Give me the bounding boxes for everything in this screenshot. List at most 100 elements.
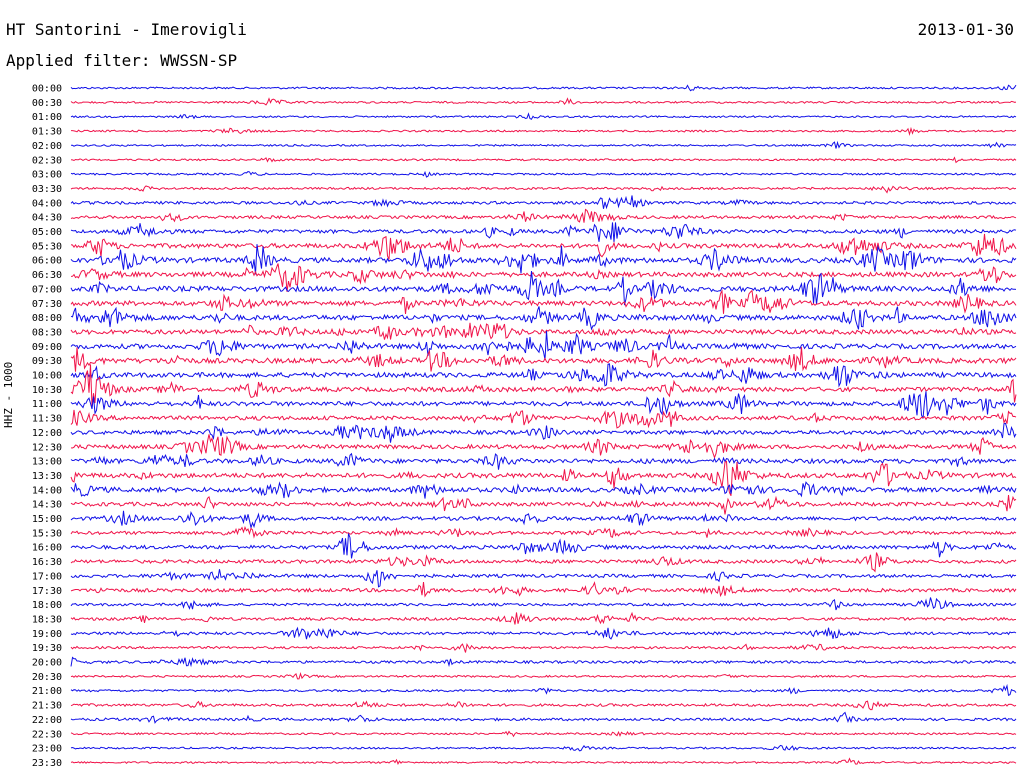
trace-line: [70, 330, 1017, 360]
trace-line: [70, 581, 1017, 598]
time-tick-label: 11:30: [32, 414, 62, 425]
trace-line: [70, 363, 1017, 388]
trace-line: [70, 597, 1017, 611]
trace-line: [70, 643, 1017, 653]
time-tick-label: 23:00: [32, 744, 62, 755]
time-tick-label: 20:00: [32, 658, 62, 669]
time-tick-label: 04:00: [32, 198, 62, 209]
time-tick-label: 11:00: [32, 399, 62, 410]
time-tick-label: 07:00: [32, 284, 62, 295]
date-label: 2013-01-30: [917, 20, 1014, 39]
time-tick-label: 03:30: [32, 184, 62, 195]
trace-line: [71, 126, 1017, 136]
trace-line: [70, 744, 1017, 752]
trace-line: [70, 569, 1017, 588]
time-tick-label: 06:00: [32, 256, 62, 267]
time-tick-label: 21:00: [32, 686, 62, 697]
trace-line: [70, 711, 1017, 724]
time-tick-label: 09:00: [32, 342, 62, 353]
time-tick-label: 16:30: [32, 557, 62, 568]
trace-line: [70, 322, 1017, 340]
time-tick-label: 01:00: [32, 112, 62, 123]
trace-line: [70, 289, 1017, 315]
time-tick-label: 15:00: [32, 514, 62, 525]
trace-line: [70, 347, 1017, 372]
time-tick-label: 20:30: [32, 672, 62, 683]
time-tick-label: 13:00: [32, 457, 62, 468]
time-tick-label: 00:30: [32, 98, 62, 109]
trace-line: [70, 526, 1017, 539]
trace-line: [70, 656, 1017, 668]
trace-line: [70, 409, 1017, 429]
trace-line: [70, 481, 1017, 499]
time-tick-label: 17:00: [32, 571, 62, 582]
trace-line: [70, 683, 1017, 697]
time-tick-label: 01:30: [32, 127, 62, 138]
time-tick-label: 12:00: [32, 428, 62, 439]
time-tick-label: 00:00: [32, 84, 62, 95]
time-tick-label: 14:30: [32, 500, 62, 511]
time-tick-label: 05:00: [32, 227, 62, 238]
trace-line: [70, 434, 1017, 459]
trace-line: [70, 626, 1017, 640]
trace-line: [70, 270, 1017, 306]
time-tick-label: 14:00: [32, 485, 62, 496]
time-tick-label: 04:30: [32, 213, 62, 224]
trace-line: [70, 170, 1017, 178]
trace-line: [70, 97, 1017, 106]
trace-line: [70, 533, 1017, 559]
trace-line: [70, 422, 1017, 443]
trace-line: [70, 611, 1016, 625]
trace-line: [70, 460, 1017, 497]
station-title: HT Santorini - Imerovigli: [6, 20, 247, 39]
trace-line: [70, 494, 1017, 515]
trace-line: [70, 306, 1017, 331]
trace-line: [70, 757, 1017, 765]
time-tick-label: 19:30: [32, 643, 62, 654]
time-tick-label: 22:30: [32, 729, 62, 740]
trace-line: [70, 244, 1017, 275]
time-tick-label: 18:30: [32, 614, 62, 625]
trace-line: [70, 140, 1017, 149]
filter-label: Applied filter: WWSSN-SP: [6, 51, 238, 70]
trace-line: [70, 391, 1017, 419]
trace-line: [70, 672, 1017, 680]
trace-line: [70, 185, 1017, 194]
time-tick-label: 17:30: [32, 586, 62, 597]
trace-line: [70, 263, 1017, 292]
time-tick-label: 08:30: [32, 327, 62, 338]
time-tick-label: 05:30: [32, 241, 62, 252]
time-tick-label: 07:30: [32, 299, 62, 310]
time-tick-label: 23:30: [32, 758, 62, 769]
trace-line: [70, 84, 1017, 92]
trace-line: [70, 233, 1017, 260]
trace-line: [70, 452, 1017, 470]
time-tick-label: 13:30: [32, 471, 62, 482]
time-tick-label: 02:30: [32, 155, 62, 166]
time-tick-label: 08:00: [32, 313, 62, 324]
trace-line: [70, 195, 1017, 210]
time-tick-label: 09:30: [32, 356, 62, 367]
time-tick-label: 10:30: [32, 385, 62, 396]
trace-line: [70, 156, 1017, 164]
time-tick-label: 22:00: [32, 715, 62, 726]
trace-line: [70, 364, 1017, 407]
time-tick-label: 19:00: [32, 629, 62, 640]
time-tick-label: 10:00: [32, 371, 62, 382]
trace-line: [70, 730, 1017, 738]
time-tick-label: 02:00: [32, 141, 62, 152]
time-tick-label: 21:30: [32, 701, 62, 712]
trace-line: [70, 510, 1017, 530]
time-tick-label: 18:00: [32, 600, 62, 611]
time-tick-label: 15:30: [32, 528, 62, 539]
trace-line: [70, 112, 1017, 120]
time-tick-label: 12:30: [32, 442, 62, 453]
trace-line: [70, 222, 1017, 242]
time-tick-label: 03:00: [32, 170, 62, 181]
trace-line: [70, 552, 1017, 573]
trace-line: [70, 208, 1017, 223]
trace-line: [70, 700, 1017, 711]
time-tick-label: 16:00: [32, 543, 62, 554]
time-tick-label: 06:30: [32, 270, 62, 281]
